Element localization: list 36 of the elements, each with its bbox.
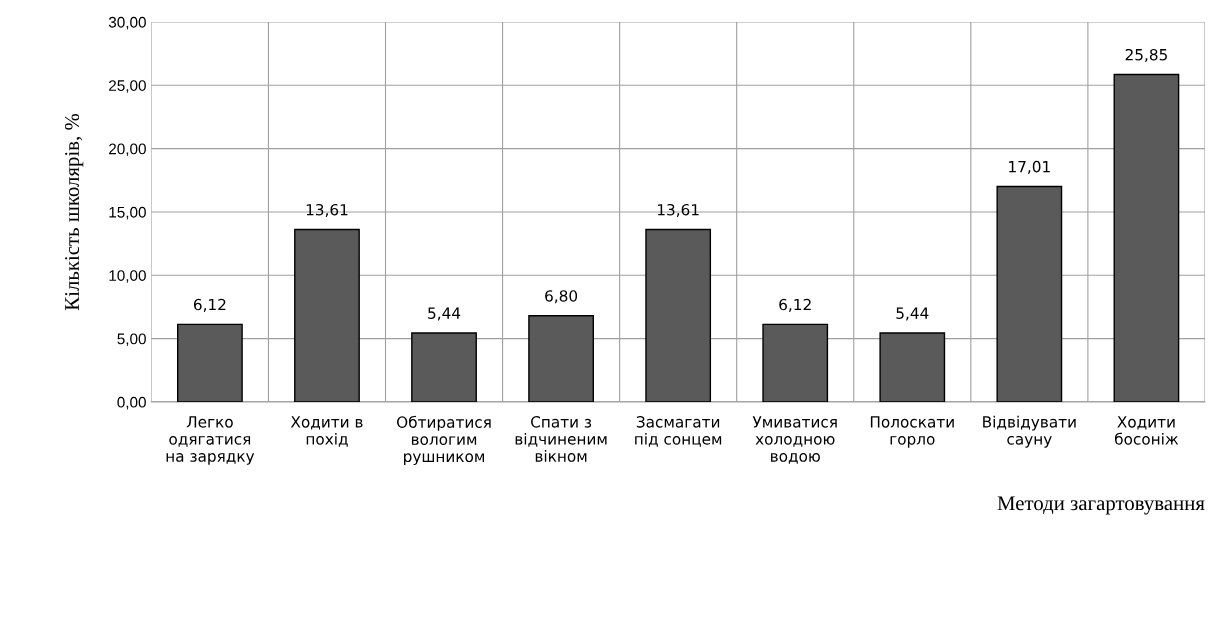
data-label: 5,44 — [428, 307, 461, 321]
x-tick-label: Засмагати під сонцем — [635, 416, 722, 447]
bar — [1113, 73, 1180, 402]
x-tick-label: Ходити босоніж — [1114, 416, 1179, 445]
bar — [411, 332, 477, 402]
y-tick-label: 10,00 — [109, 270, 146, 283]
data-label: 13,61 — [657, 203, 699, 218]
bar — [996, 185, 1063, 402]
x-tick-label: Полоскати горло — [870, 416, 954, 448]
bar — [294, 228, 360, 402]
x-tick-label: Відвідувати сауну — [983, 415, 1076, 448]
data-label: 6,12 — [193, 298, 226, 312]
bar — [528, 315, 594, 402]
x-tick-label: Умиватися холодною водою — [752, 416, 837, 464]
y-tick-label: 25,00 — [109, 80, 146, 93]
data-label: 5,44 — [896, 307, 929, 321]
y-tick-label: 20,00 — [109, 143, 146, 157]
bar — [762, 323, 829, 402]
y-tick-label: 15,00 — [109, 206, 146, 220]
y-tick-label: 30,00 — [108, 16, 146, 30]
data-label: 17,01 — [1009, 160, 1050, 174]
x-tick-label: Легко одягатися на зарядку — [166, 416, 255, 465]
x-tick-label: Ходити в похід — [290, 416, 363, 447]
data-label: 6,80 — [545, 290, 578, 304]
x-axis-title: Методи загартовування — [997, 496, 1205, 515]
bar — [177, 323, 243, 402]
x-tick-label: Спати з відчиненим вікном — [515, 416, 607, 462]
data-label: 6,12 — [779, 298, 811, 312]
bar — [645, 228, 712, 402]
x-tick-label: Обтиратися вологим рушником — [397, 415, 491, 466]
data-label: 13,61 — [306, 203, 348, 218]
y-tick-label: 0,00 — [117, 396, 146, 410]
y-tick-label: 5,00 — [117, 333, 146, 347]
y-axis-title: Кількість школярів, % — [65, 113, 84, 311]
data-label: 25,85 — [1125, 48, 1167, 63]
bar — [879, 332, 946, 402]
